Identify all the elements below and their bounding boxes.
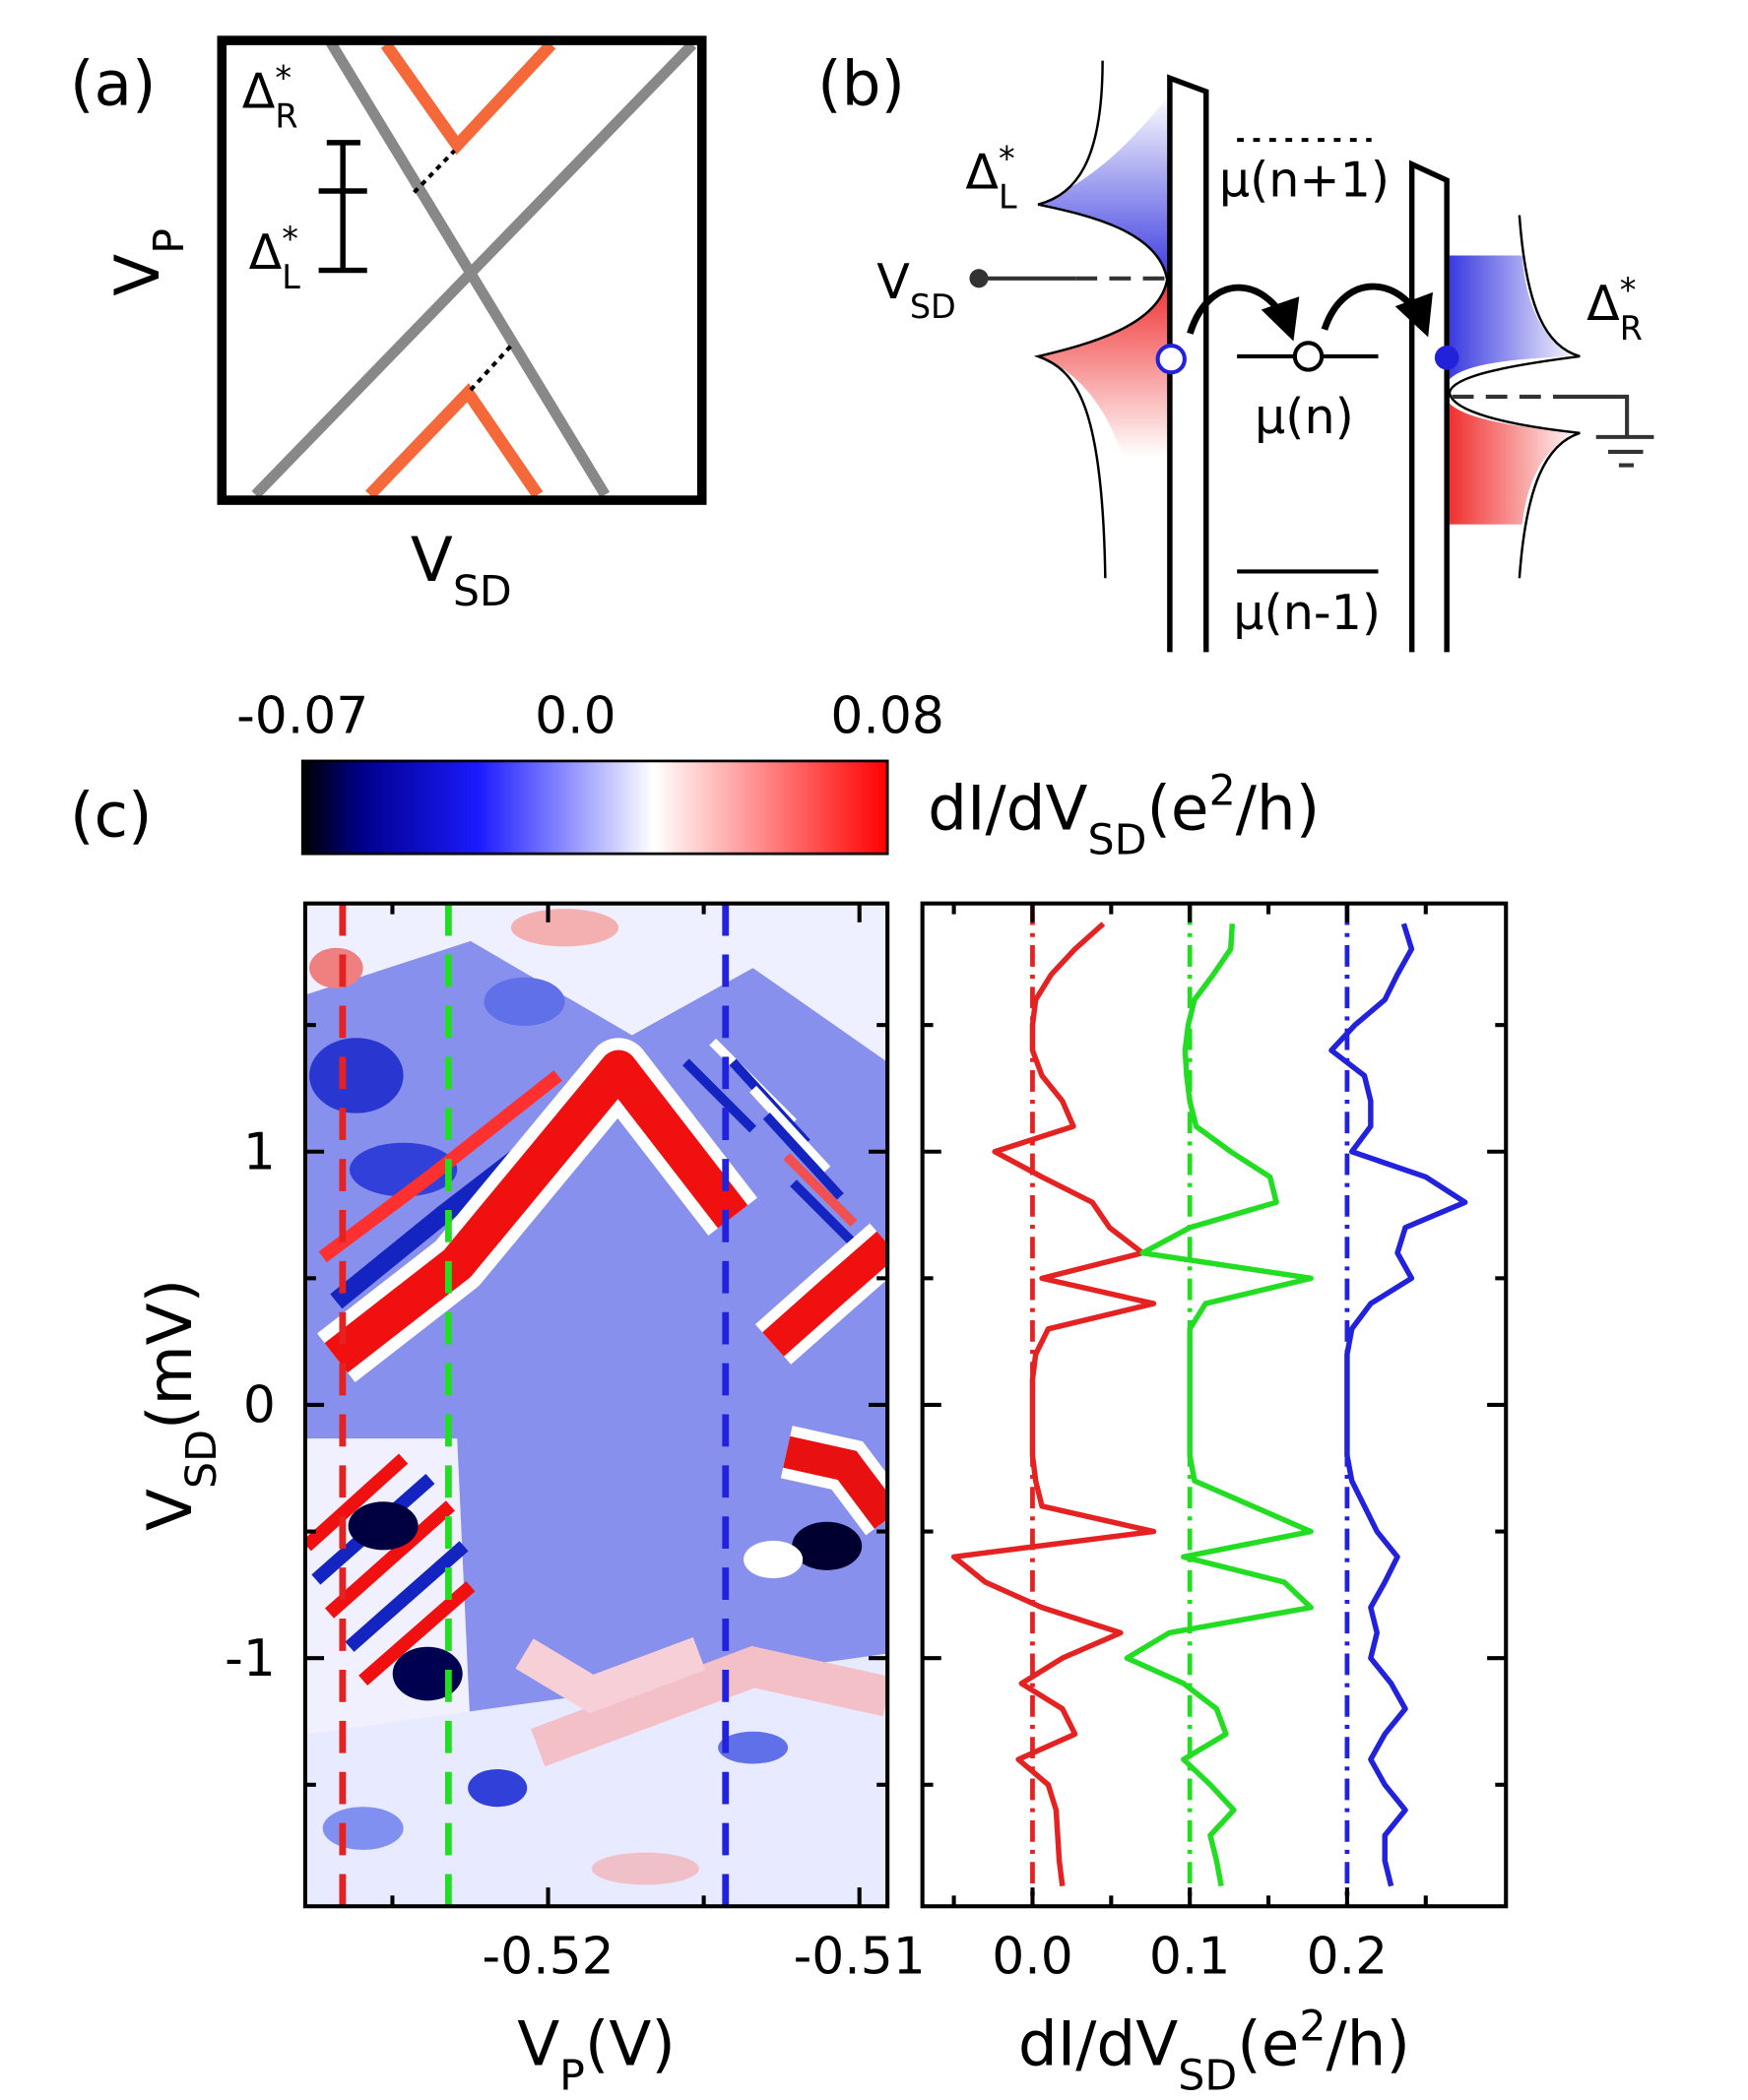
dotted-line xyxy=(469,341,516,392)
x-tick-label: 0.2 xyxy=(1307,1928,1389,1987)
barrier xyxy=(1408,159,1450,653)
level-label: μ(n-1) xyxy=(1233,584,1381,641)
panel-label: (c) xyxy=(70,779,153,851)
text-part: (V) xyxy=(585,2007,676,2079)
colorbar-tick-label: 0.0 xyxy=(535,686,616,745)
ground xyxy=(1595,434,1654,468)
y-tick-label: -1 xyxy=(225,1629,276,1688)
text-part: dI/dV xyxy=(928,773,1087,845)
text-part: Δ xyxy=(965,143,999,200)
text-part: SD xyxy=(453,567,512,616)
text-part: P xyxy=(145,228,194,254)
frame xyxy=(217,35,707,505)
y-axis-label: VSD(mV) xyxy=(134,1279,227,1531)
gray-line xyxy=(324,37,611,498)
text-part: Δ xyxy=(1586,275,1620,332)
text-part: /h) xyxy=(1236,773,1320,845)
dos-fill xyxy=(1038,94,1172,281)
text-part: L xyxy=(282,258,300,296)
text-part: (mV) xyxy=(134,1279,206,1430)
level-label: μ(n+1) xyxy=(1219,151,1390,208)
text-part: SD xyxy=(1178,2051,1237,2100)
text-part: SD xyxy=(1087,816,1146,865)
colorbar-tick-label: -0.07 xyxy=(236,686,368,745)
panel-a: (a) Δ* R Δ* L VP VSD xyxy=(70,35,707,616)
orange-line xyxy=(380,39,556,156)
text-part: (e xyxy=(1237,2007,1299,2079)
delta-l-label: Δ* L xyxy=(249,220,301,296)
text-part: V xyxy=(876,253,910,310)
dos-fill xyxy=(1449,255,1581,380)
text-part: V xyxy=(411,524,453,596)
text-part: Δ xyxy=(249,223,283,281)
delta-r-label: Δ* R xyxy=(242,58,298,135)
delta-r-label: Δ* R xyxy=(1586,271,1643,348)
plot-frame xyxy=(920,901,1509,1909)
text-part: V xyxy=(134,1489,206,1531)
panel-b: (b) VSD Δ* L Δ* R μ(n+1) μ(n) μ(n-1) xyxy=(817,48,1654,653)
text-part: * xyxy=(1620,271,1637,309)
text-part: V xyxy=(101,254,173,296)
y-axis-label: VP xyxy=(101,228,194,296)
panel-label: (a) xyxy=(70,48,156,120)
heatmap-features xyxy=(304,903,888,1907)
dos-fill xyxy=(1038,280,1172,458)
colorbar xyxy=(300,759,889,856)
colorbar-label: dI/dVSD(e2/h) xyxy=(928,767,1320,865)
lead xyxy=(1573,394,1630,437)
text-part: * xyxy=(282,220,298,258)
x-axis-label: dI/dVSD(e2/h) xyxy=(1018,2002,1410,2100)
gap-bar xyxy=(318,140,367,274)
text-part: L xyxy=(999,177,1017,216)
text-part: * xyxy=(275,58,291,96)
hole xyxy=(1155,343,1187,375)
text-part: SD xyxy=(177,1430,227,1489)
x-axis-label: VP(V) xyxy=(517,2007,676,2100)
series-line xyxy=(950,922,1157,1887)
tunnel-arrow xyxy=(1187,284,1300,342)
x-tick-label: 0.1 xyxy=(1149,1928,1231,1987)
y-tick-label: 1 xyxy=(243,1122,276,1181)
text-part: SD xyxy=(910,287,956,326)
electron xyxy=(1434,346,1459,370)
dos-fill xyxy=(1449,403,1581,525)
text-part: /h) xyxy=(1327,2007,1410,2079)
text-part: V xyxy=(517,2007,559,2079)
panel-label: (b) xyxy=(817,48,905,120)
delta-l-label: Δ* L xyxy=(965,139,1017,216)
text-part: 2 xyxy=(1299,2002,1326,2051)
dos-curve xyxy=(1033,60,1169,579)
level-label: μ(n) xyxy=(1255,388,1354,445)
x-axis-label: VSD xyxy=(411,524,512,616)
text-part: * xyxy=(999,139,1015,177)
text-part: dI/dV xyxy=(1018,2007,1178,2079)
text-part: (e xyxy=(1146,773,1208,845)
text-part: 2 xyxy=(1209,767,1236,816)
text-part: Δ xyxy=(242,62,276,119)
y-tick-label: 0 xyxy=(243,1376,276,1435)
tunnel-arrow xyxy=(1321,283,1433,338)
text-part: R xyxy=(1620,309,1643,348)
text-part: P xyxy=(559,2051,585,2100)
series-line xyxy=(1124,923,1314,1887)
text-part: R xyxy=(275,96,297,135)
x-tick-label: 0.0 xyxy=(992,1928,1073,1987)
dot-state xyxy=(1292,341,1325,372)
orange-line xyxy=(365,383,544,499)
series-line xyxy=(1328,923,1468,1887)
dotted-line xyxy=(413,149,456,194)
colorbar-tick-label: 0.08 xyxy=(830,686,944,745)
heatmap xyxy=(304,903,888,1907)
x-tick-label: -0.52 xyxy=(482,1928,614,1987)
vsd-label: VSD xyxy=(876,253,956,325)
x-tick-label: -0.51 xyxy=(794,1928,926,1987)
